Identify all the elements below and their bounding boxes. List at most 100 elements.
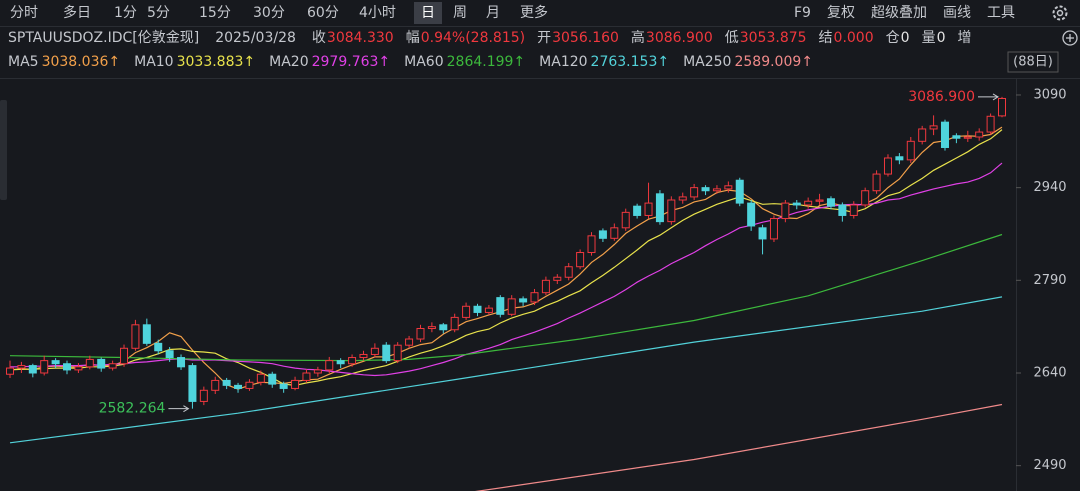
period-tab[interactable]: 多日 <box>63 4 91 21</box>
arrow-head <box>992 93 999 101</box>
candle-body <box>655 193 664 223</box>
candle-body <box>74 366 83 371</box>
candle-body <box>598 230 607 239</box>
candle-body <box>85 358 94 368</box>
tool-button[interactable]: 复权 <box>827 4 855 21</box>
candle-body <box>519 298 528 303</box>
candle-body <box>712 188 721 192</box>
candle-body <box>621 211 630 229</box>
candle-body <box>507 298 516 315</box>
candle-body <box>450 316 459 331</box>
legend-value: 2589.009↑ <box>734 54 813 70</box>
tool-button[interactable]: 画线 <box>943 5 971 21</box>
candle-body <box>40 360 49 374</box>
candle-body <box>51 360 60 365</box>
candle-body <box>165 350 174 359</box>
candle-body <box>530 292 539 303</box>
legend-value: 2979.763↑ <box>312 54 391 70</box>
candle-body <box>998 97 1006 117</box>
candle-body <box>302 372 311 381</box>
candle-body <box>644 202 653 216</box>
candle-body <box>427 326 436 330</box>
period-tab[interactable]: 4小时 <box>359 5 396 21</box>
candle-body <box>883 157 892 175</box>
quote-date: 2025/03/28 <box>215 30 296 46</box>
period-tab[interactable]: 分时 <box>10 5 38 21</box>
legend-name: MA10 <box>134 54 173 70</box>
legend-value: 3038.036↑ <box>42 54 121 70</box>
ma-line <box>474 403 1003 491</box>
candle-body <box>211 379 220 391</box>
candle-body <box>199 389 208 402</box>
arrow-head <box>183 405 190 413</box>
candle-body <box>975 131 984 138</box>
field-value: 0.000 <box>834 30 874 46</box>
tool-button[interactable]: 工具 <box>987 5 1015 21</box>
candle-body <box>587 235 596 254</box>
field-value: 3053.875 <box>740 30 807 46</box>
period-box[interactable] <box>1007 51 1059 73</box>
field-label: 高 <box>631 29 645 46</box>
period-tab[interactable]: 30分 <box>253 5 285 21</box>
candle-body <box>553 276 562 281</box>
ma-line <box>9 129 1003 387</box>
tool-button[interactable]: F9 <box>794 5 811 21</box>
tool-button[interactable]: 超级叠加 <box>871 5 927 21</box>
candle-body <box>97 358 106 369</box>
candle-body <box>792 202 801 206</box>
candle-body <box>188 365 197 402</box>
scrollbar[interactable] <box>0 100 7 200</box>
candle-body <box>120 347 129 365</box>
period-tab[interactable]: 15分 <box>199 5 231 21</box>
period-tab[interactable]: 月 <box>486 5 500 21</box>
field-label: 结 <box>819 30 833 46</box>
candle-body <box>154 342 163 352</box>
add-icon[interactable] <box>1062 30 1078 46</box>
field-label: 开 <box>537 30 551 46</box>
candle-body <box>291 379 300 389</box>
candle-body <box>416 328 425 340</box>
legend-value: 2864.199↑ <box>447 54 526 70</box>
candle-body <box>758 227 767 240</box>
period-tab[interactable]: 1分 <box>114 5 137 21</box>
period-tab[interactable]: 60分 <box>307 5 339 21</box>
candle-body <box>462 305 471 318</box>
candle-body <box>667 199 676 223</box>
period-tab[interactable]: 5分 <box>147 5 170 21</box>
candle-body <box>245 381 254 389</box>
annotation-label: 3086.900 <box>908 89 975 105</box>
legend-name: MA120 <box>539 54 587 70</box>
candle-body <box>701 187 710 192</box>
ma-line <box>9 233 1003 362</box>
candle-body <box>279 383 288 389</box>
candle-body <box>769 218 778 240</box>
period-tab[interactable]: 日 <box>421 5 435 21</box>
candle-body <box>781 202 790 220</box>
settings-icon[interactable] <box>1052 5 1068 21</box>
gear-outer <box>1052 5 1068 21</box>
candle-body <box>815 199 824 202</box>
candle-body <box>918 128 927 142</box>
field-label: 仓 <box>886 30 900 46</box>
ma-line <box>9 296 1003 444</box>
field-value: 0 <box>937 30 946 46</box>
annotation-label: 2582.264 <box>99 401 166 417</box>
period-tab[interactable]: 周 <box>453 5 467 21</box>
candle-body <box>359 353 368 359</box>
field-value: 0.94%(28.815) <box>421 30 525 46</box>
candle-body <box>838 204 847 216</box>
candle-body <box>610 227 619 239</box>
candle-body <box>541 279 550 294</box>
add-circle <box>1062 30 1078 46</box>
candle-body <box>929 125 938 130</box>
field-label: 增 <box>957 30 971 46</box>
candle-body <box>313 369 322 374</box>
period-tab[interactable]: 更多 <box>520 4 548 21</box>
candle-body <box>108 363 117 369</box>
candle-body <box>6 367 14 375</box>
legend-value: 3033.883↑ <box>177 54 256 70</box>
candle-body <box>336 360 345 365</box>
candle-body <box>222 379 231 386</box>
